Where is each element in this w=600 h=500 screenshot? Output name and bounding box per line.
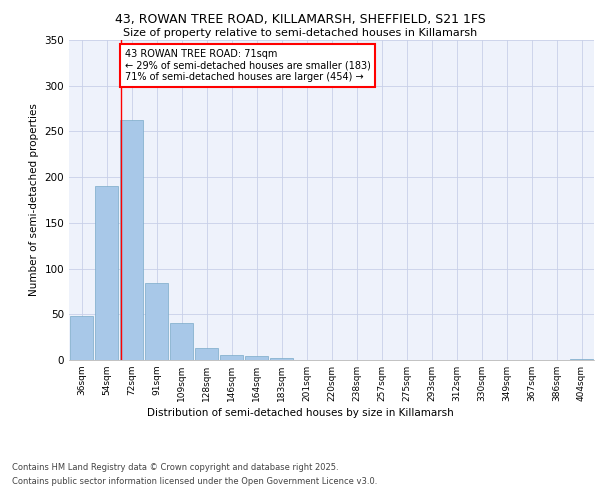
- Bar: [170, 324, 193, 360]
- Bar: [120, 120, 143, 360]
- Bar: [195, 348, 218, 360]
- Text: Size of property relative to semi-detached houses in Killamarsh: Size of property relative to semi-detach…: [123, 28, 477, 38]
- Text: 43 ROWAN TREE ROAD: 71sqm
← 29% of semi-detached houses are smaller (183)
71% of: 43 ROWAN TREE ROAD: 71sqm ← 29% of semi-…: [125, 49, 371, 82]
- Text: Contains HM Land Registry data © Crown copyright and database right 2025.: Contains HM Land Registry data © Crown c…: [12, 462, 338, 471]
- Bar: [570, 359, 593, 360]
- Y-axis label: Number of semi-detached properties: Number of semi-detached properties: [29, 104, 39, 296]
- Bar: [245, 356, 268, 360]
- Bar: [95, 186, 118, 360]
- Text: Distribution of semi-detached houses by size in Killamarsh: Distribution of semi-detached houses by …: [146, 408, 454, 418]
- Bar: [70, 316, 93, 360]
- Text: Contains public sector information licensed under the Open Government Licence v3: Contains public sector information licen…: [12, 478, 377, 486]
- Text: 43, ROWAN TREE ROAD, KILLAMARSH, SHEFFIELD, S21 1FS: 43, ROWAN TREE ROAD, KILLAMARSH, SHEFFIE…: [115, 12, 485, 26]
- Bar: [220, 356, 243, 360]
- Bar: [270, 358, 293, 360]
- Bar: [145, 283, 168, 360]
